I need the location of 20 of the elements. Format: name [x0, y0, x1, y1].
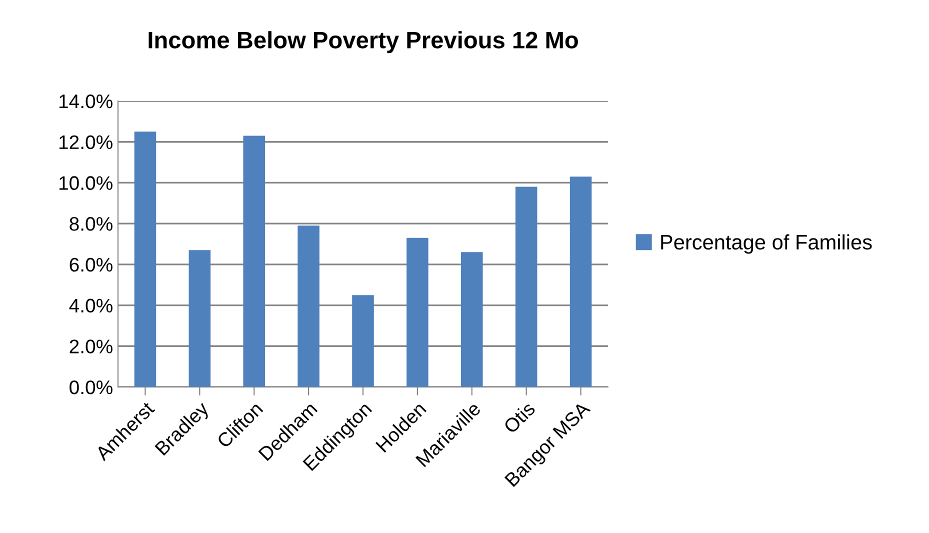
bar [461, 252, 483, 387]
y-tick-label: 12.0% [59, 135, 112, 150]
bar [188, 250, 211, 387]
y-tick-label: 4.0% [69, 298, 112, 313]
y-tick-label: 8.0% [70, 217, 112, 231]
bar [134, 132, 156, 387]
legend-label: Percentage of Families [661, 234, 872, 254]
x-tick-label: Otis [502, 400, 536, 434]
y-tick-label: 2.0% [70, 340, 112, 354]
y-tick-label: 10.0% [59, 176, 112, 190]
y-tick-label: 6.0% [70, 258, 112, 272]
y-tick-label: 0.0% [70, 380, 112, 394]
y-tick-label: 14.0% [59, 94, 112, 108]
bar [298, 226, 320, 387]
bar [570, 176, 592, 387]
chart-title: Income Below Poverty Previous 12 Mo [148, 31, 578, 54]
bar [352, 295, 374, 387]
bar [406, 238, 428, 387]
bar [515, 186, 538, 387]
bar [243, 136, 265, 387]
